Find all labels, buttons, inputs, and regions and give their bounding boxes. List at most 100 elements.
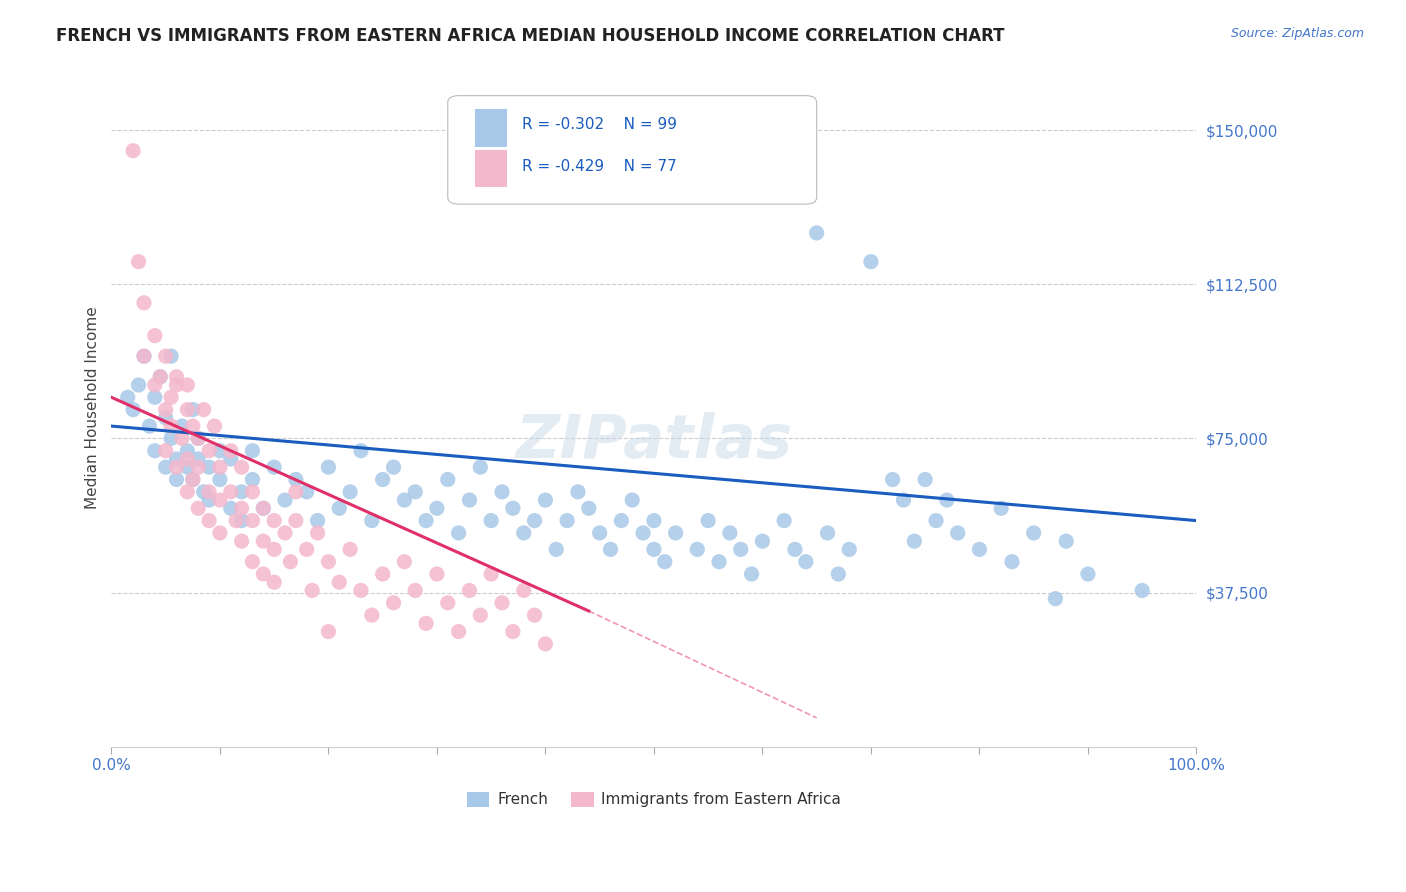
Point — [155, 349, 177, 363]
Point — [208, 460, 231, 475]
Point — [176, 443, 198, 458]
Point — [155, 410, 177, 425]
Point — [181, 402, 204, 417]
Point — [491, 596, 513, 610]
Point — [176, 452, 198, 467]
Point — [318, 624, 340, 639]
Point — [193, 484, 215, 499]
Point — [665, 525, 688, 540]
Point — [155, 443, 177, 458]
Point — [567, 484, 589, 499]
Point — [117, 390, 139, 404]
Point — [128, 254, 150, 268]
Point — [675, 172, 697, 186]
Point — [426, 501, 449, 516]
Point — [274, 525, 297, 540]
Point — [415, 616, 437, 631]
Point — [426, 567, 449, 582]
Point — [935, 493, 957, 508]
Point — [176, 402, 198, 417]
Point — [773, 514, 796, 528]
Text: Source: ZipAtlas.com: Source: ZipAtlas.com — [1230, 27, 1364, 40]
Point — [181, 473, 204, 487]
Y-axis label: Median Household Income: Median Household Income — [86, 306, 100, 509]
FancyBboxPatch shape — [475, 109, 508, 146]
Point — [231, 460, 253, 475]
Point — [479, 514, 502, 528]
Point — [208, 473, 231, 487]
Point — [523, 514, 546, 528]
Point — [328, 575, 350, 590]
Point — [231, 534, 253, 549]
Point — [686, 542, 709, 557]
Point — [204, 419, 226, 434]
Point — [284, 473, 307, 487]
Point — [631, 525, 654, 540]
Point — [225, 514, 247, 528]
Point — [263, 460, 285, 475]
Point — [817, 525, 839, 540]
Point — [263, 575, 285, 590]
Point — [187, 431, 209, 445]
Point — [181, 473, 204, 487]
Point — [654, 555, 676, 569]
Point — [231, 501, 253, 516]
Point — [458, 493, 481, 508]
Point — [263, 514, 285, 528]
Point — [242, 514, 264, 528]
Point — [280, 555, 302, 569]
Text: ZIPatlas: ZIPatlas — [516, 412, 793, 471]
Point — [170, 431, 193, 445]
Point — [193, 402, 215, 417]
Point — [415, 514, 437, 528]
Point — [491, 484, 513, 499]
Point — [155, 402, 177, 417]
Point — [1022, 525, 1045, 540]
Point — [198, 460, 221, 475]
Point — [143, 443, 166, 458]
Point — [741, 567, 763, 582]
Point — [382, 596, 405, 610]
Point — [707, 555, 730, 569]
Point — [181, 419, 204, 434]
Point — [128, 378, 150, 392]
Point — [231, 484, 253, 499]
Point — [307, 514, 329, 528]
Point — [534, 493, 557, 508]
Point — [350, 443, 373, 458]
Point — [806, 226, 828, 240]
Point — [893, 493, 915, 508]
Point — [925, 514, 948, 528]
Point — [187, 452, 209, 467]
Point — [643, 542, 665, 557]
Point — [969, 542, 991, 557]
Point — [371, 473, 394, 487]
Point — [546, 542, 568, 557]
Point — [914, 473, 936, 487]
Point — [252, 501, 274, 516]
Point — [138, 419, 160, 434]
Point — [436, 473, 458, 487]
Point — [176, 484, 198, 499]
Point — [339, 484, 361, 499]
Point — [827, 567, 849, 582]
Point — [122, 402, 145, 417]
Point — [307, 525, 329, 540]
Point — [231, 514, 253, 528]
Point — [176, 378, 198, 392]
Point — [1077, 567, 1099, 582]
Point — [219, 443, 242, 458]
Point — [219, 484, 242, 499]
Point — [318, 460, 340, 475]
Point — [198, 484, 221, 499]
Legend: French, Immigrants from Eastern Africa: French, Immigrants from Eastern Africa — [460, 785, 848, 814]
Point — [783, 542, 806, 557]
Point — [512, 583, 534, 598]
Point — [166, 369, 188, 384]
Point — [1130, 583, 1153, 598]
Text: R = -0.429    N = 77: R = -0.429 N = 77 — [522, 160, 676, 174]
Point — [132, 349, 155, 363]
Point — [143, 378, 166, 392]
Point — [382, 460, 405, 475]
Point — [512, 525, 534, 540]
